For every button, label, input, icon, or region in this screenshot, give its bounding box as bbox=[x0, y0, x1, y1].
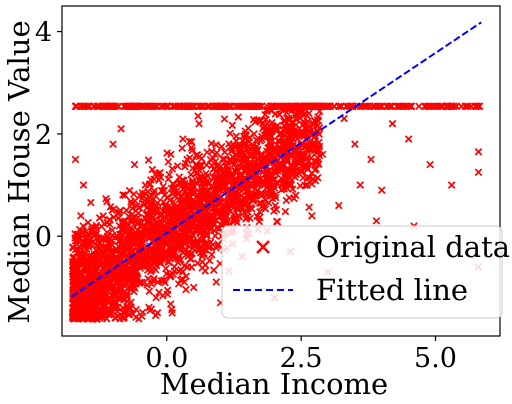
y-tick-label: 2 bbox=[35, 120, 52, 151]
y-tick-label: 4 bbox=[35, 18, 52, 49]
y-axis-label: Median House Value bbox=[2, 20, 36, 323]
legend-label-original-data: Original data bbox=[316, 230, 510, 264]
x-axis-label: Median Income bbox=[160, 367, 388, 401]
y-tick-label: 0 bbox=[35, 222, 52, 253]
legend-label-fitted-line: Fitted line bbox=[316, 273, 468, 307]
x-tick-label: 5.0 bbox=[414, 343, 457, 374]
legend: Original data Fitted line bbox=[222, 226, 510, 318]
